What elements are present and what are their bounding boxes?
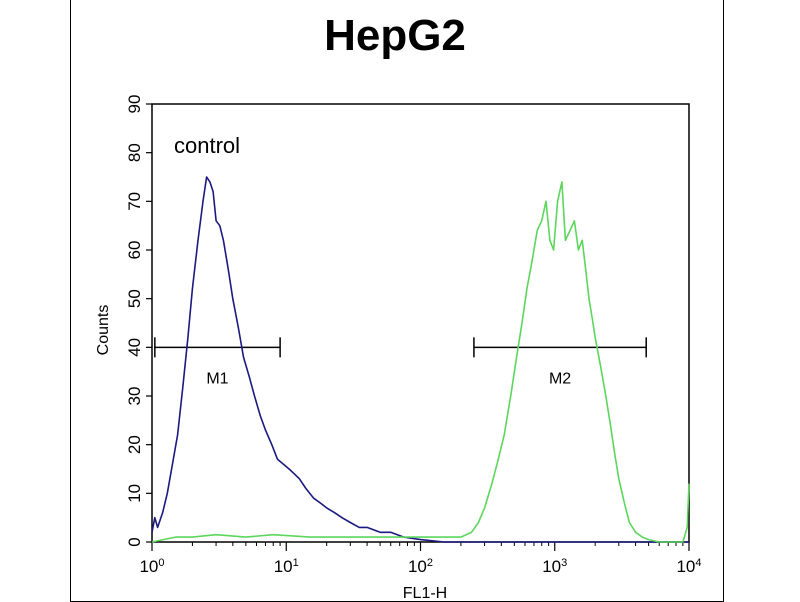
- x-tick-label: 102: [408, 557, 433, 576]
- marker-label: M2: [549, 370, 571, 387]
- chart-title: HepG2: [324, 11, 466, 60]
- x-tick-label: 104: [676, 557, 701, 576]
- x-tick-exponent: 2: [427, 557, 433, 569]
- y-tick-label: 20: [125, 435, 144, 454]
- x-tick-label: 103: [542, 557, 567, 576]
- control-histogram-line: [151, 176, 689, 543]
- x-axis: 100 101 102 103 104: [139, 542, 702, 576]
- x-tick-exponent: 4: [695, 557, 701, 569]
- y-tick-label: 10: [125, 484, 144, 503]
- y-tick-label: 40: [125, 338, 144, 357]
- y-axis: 0 10 20 30 40 50 60 70 80 90: [125, 95, 152, 547]
- y-tick-label: 30: [125, 387, 144, 406]
- x-tick-label: 100: [139, 557, 164, 576]
- y-axis-label: Counts: [95, 305, 112, 356]
- control-annotation: control: [174, 133, 240, 158]
- x-tick-exponent: 0: [158, 557, 164, 569]
- marker-label: M1: [206, 370, 228, 387]
- x-axis-label: FL1-H: [403, 585, 447, 600]
- y-tick-label: 80: [125, 143, 144, 162]
- y-tick-label: 0: [125, 537, 144, 546]
- plot-area: [151, 103, 690, 543]
- x-tick-label: 101: [274, 557, 299, 576]
- y-tick-label: 50: [125, 289, 144, 308]
- y-tick-label: 70: [125, 192, 144, 211]
- histogram-series: [151, 176, 690, 543]
- x-tick-exponent: 3: [561, 557, 567, 569]
- x-tick-exponent: 1: [293, 557, 299, 569]
- gate-markers: M1 M2: [154, 337, 647, 387]
- y-tick-label: 90: [125, 95, 144, 114]
- sample-histogram-line: [151, 181, 690, 543]
- y-tick-label: 60: [125, 241, 144, 260]
